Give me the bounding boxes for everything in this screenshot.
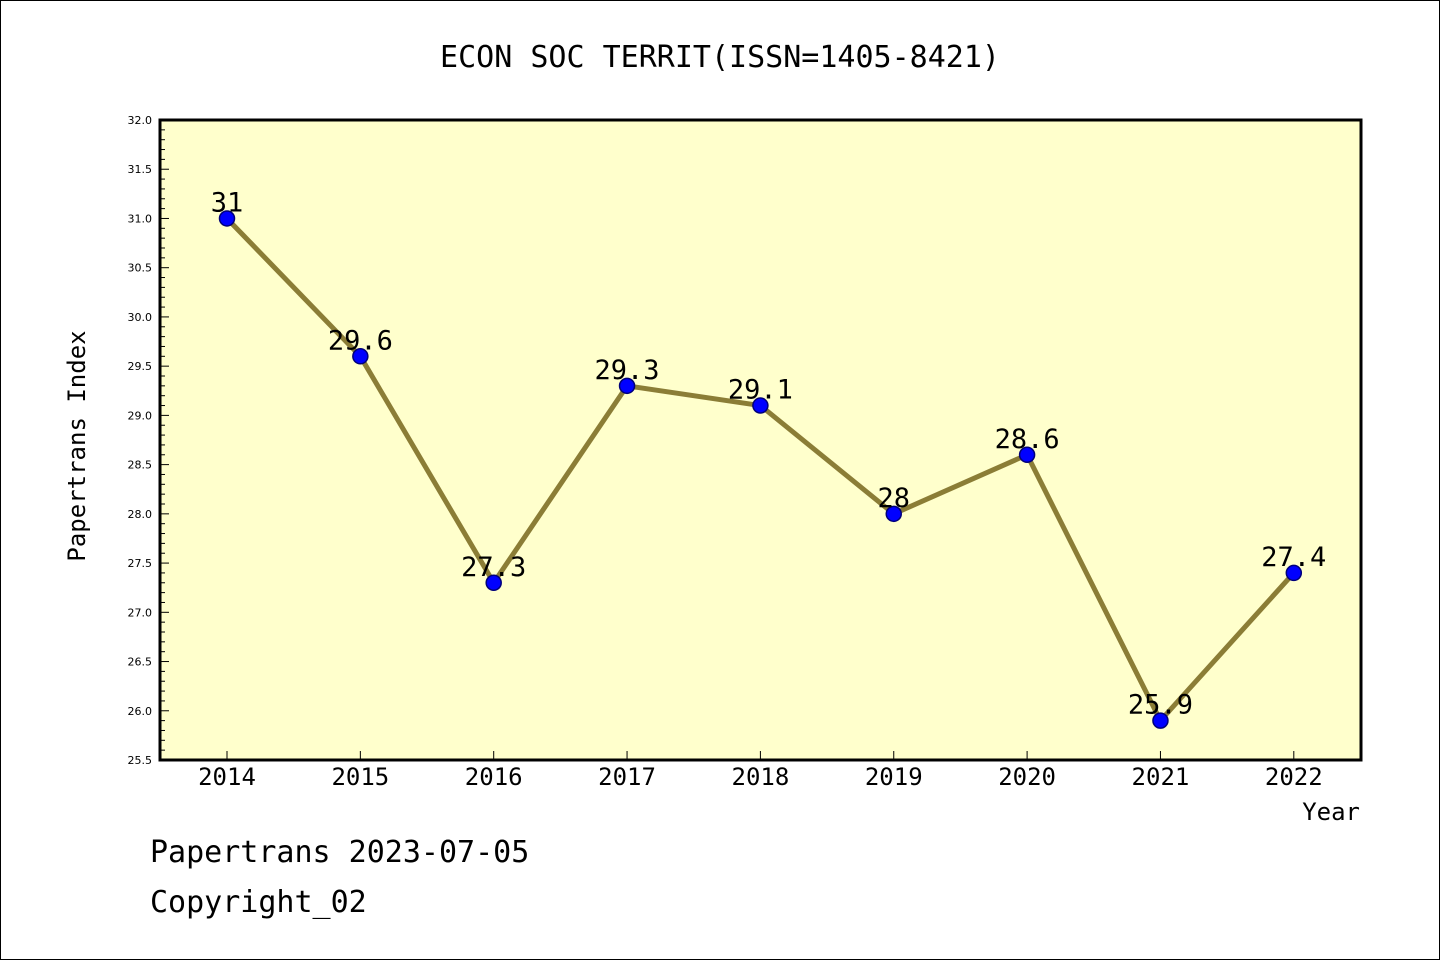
footer-date: Papertrans 2023-07-05 [150,835,530,870]
data-point [485,574,502,592]
data-point [1018,446,1036,464]
data-label: 29.3 [595,355,660,386]
y-tick-label: 31.5 [128,163,153,176]
data-label: 29.1 [728,375,793,406]
footer-copyright: Copyright_02 [150,885,367,920]
data-label: 31 [211,187,244,218]
data-points [218,210,1303,729]
x-tick-label: 2016 [465,763,523,791]
y-tick-label: 25.5 [128,754,153,767]
y-tick-label: 31.0 [128,212,153,225]
x-tick-label: 2015 [331,763,389,791]
data-label: 27.3 [461,552,526,583]
chart-title: ECON SOC TERRIT(ISSN=1405-8421) [440,40,1000,75]
y-tick-label: 28.0 [128,508,153,521]
x-tick-label: 2018 [732,763,790,791]
data-point [1285,564,1303,582]
data-label: 29.6 [328,325,393,356]
data-point [752,397,769,414]
y-axis-title: Papertrans Index [63,330,91,561]
y-tick-label: 28.5 [128,459,153,472]
y-tick-label: 26.5 [128,656,153,669]
y-tick-label: 30.0 [128,311,153,324]
data-point [1152,712,1169,729]
data-label: 25.9 [1128,690,1193,721]
data-label: 28.6 [995,424,1060,455]
data-label: 27.4 [1261,542,1326,573]
data-point [218,210,236,227]
x-tick-label: 2014 [198,763,256,791]
y-tick-label: 32.0 [128,114,153,127]
y-tick-label: 26.0 [128,705,153,718]
x-tick-label: 2019 [865,763,923,791]
data-point [618,377,636,395]
y-axis: 25.5 26.0 26.5 27.0 27.5 28.0 28.5 29.0 29.5 30.0… [128,114,169,767]
y-tick-label: 27.5 [128,557,153,570]
data-label: 28 [877,483,910,514]
y-tick-label: 29.0 [128,409,153,422]
data-point [885,505,902,523]
x-tick-label: 2017 [598,763,656,791]
x-tick-label: 2020 [998,763,1056,791]
plot-area [158,118,1363,762]
data-point [352,348,369,365]
x-tick-label: 2022 [1265,763,1323,791]
y-tick-label: 29.5 [128,360,153,373]
data-labels: 31 29.6 27.3 29.3 29.1 28 28.6 25.9 27.4 [211,187,1327,720]
y-tick-label: 27.0 [128,606,153,619]
x-axis-title: Year [1302,798,1360,826]
x-axis: 2014 2015 2016 2017 2018 2019 2020 2021 2022 [198,751,1323,791]
y-tick-label: 30.5 [128,262,153,275]
x-tick-label: 2021 [1132,763,1190,791]
